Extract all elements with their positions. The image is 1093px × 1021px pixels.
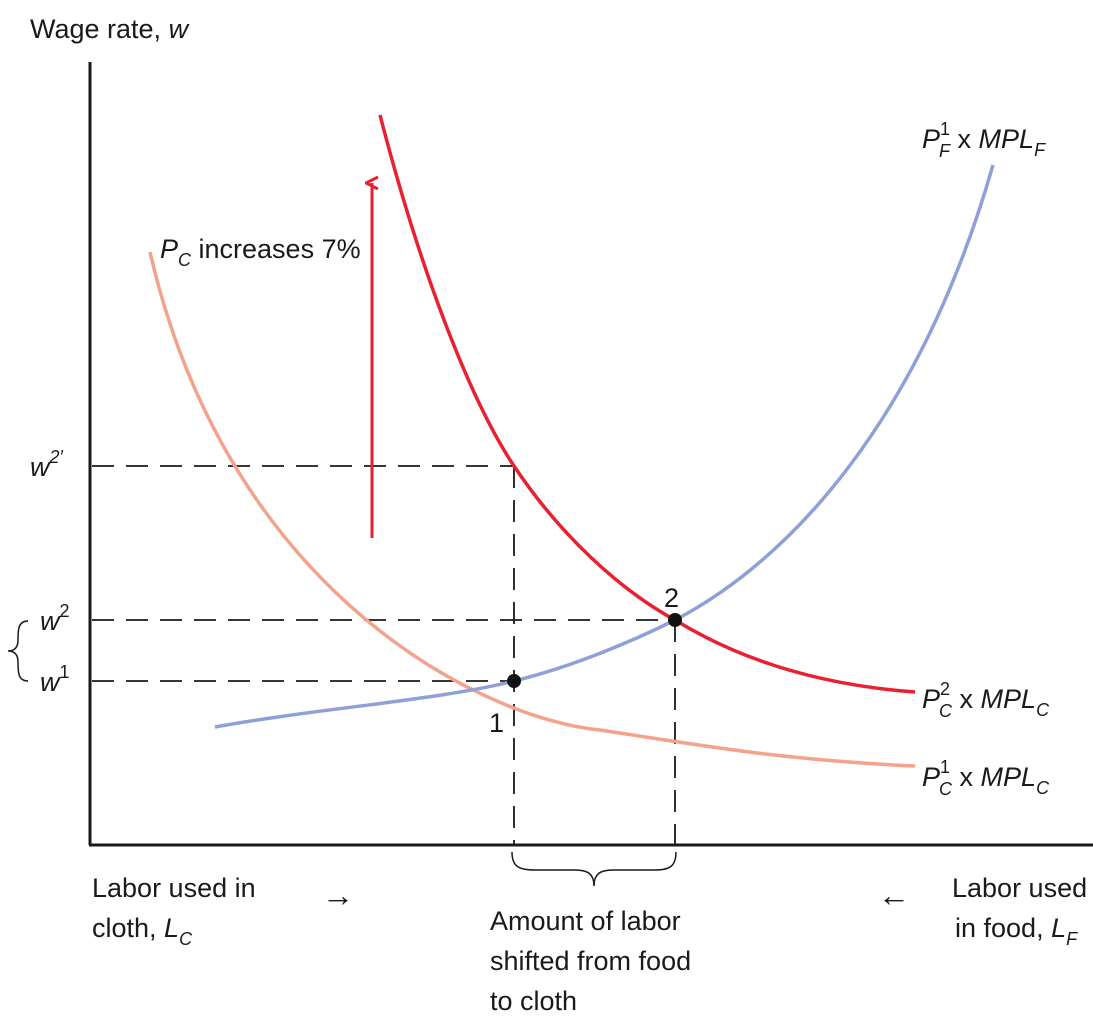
x-left-label-line1: Labor used in xyxy=(92,873,256,903)
shift-label-line2: shifted from food xyxy=(490,946,691,976)
x-right-label-line1: Labor used xyxy=(952,873,1087,903)
curve-pf1-mplf xyxy=(214,164,995,729)
point-2-label: 2 xyxy=(664,583,679,613)
curve-pc1-mplc xyxy=(148,251,916,768)
label-pc2-mplc: P2 C x MPLC xyxy=(922,679,1050,721)
label-pf1-mplf: P1 F x MPLF xyxy=(922,119,1046,161)
x-right-arrow: ← xyxy=(878,877,910,913)
labor-shift-brace xyxy=(511,851,677,887)
y-axis-label: Wage rate, w xyxy=(30,14,190,44)
equilibrium-point-2 xyxy=(668,613,682,627)
x-left-arrow: → xyxy=(322,877,354,913)
equilibrium-point-1 xyxy=(507,674,521,688)
label-pc1-mplc: P1 C x MPLC xyxy=(922,757,1050,799)
x-right-label-line2: in food, LF xyxy=(955,913,1078,949)
shift-label-line1: Amount of labor xyxy=(490,906,681,936)
tick-w1: w1 xyxy=(40,662,70,697)
wage-gap-brace xyxy=(7,620,29,682)
price-increase-label: PC increases 7% xyxy=(160,234,361,270)
point-1-label: 1 xyxy=(489,708,504,738)
curve-pc2-mplc xyxy=(378,114,916,694)
tick-w2: w2 xyxy=(40,601,70,636)
x-left-label-line2: cloth, LC xyxy=(92,913,193,949)
shift-label-line3: to cloth xyxy=(490,986,577,1016)
tick-w2prime: w2′ xyxy=(30,447,64,482)
